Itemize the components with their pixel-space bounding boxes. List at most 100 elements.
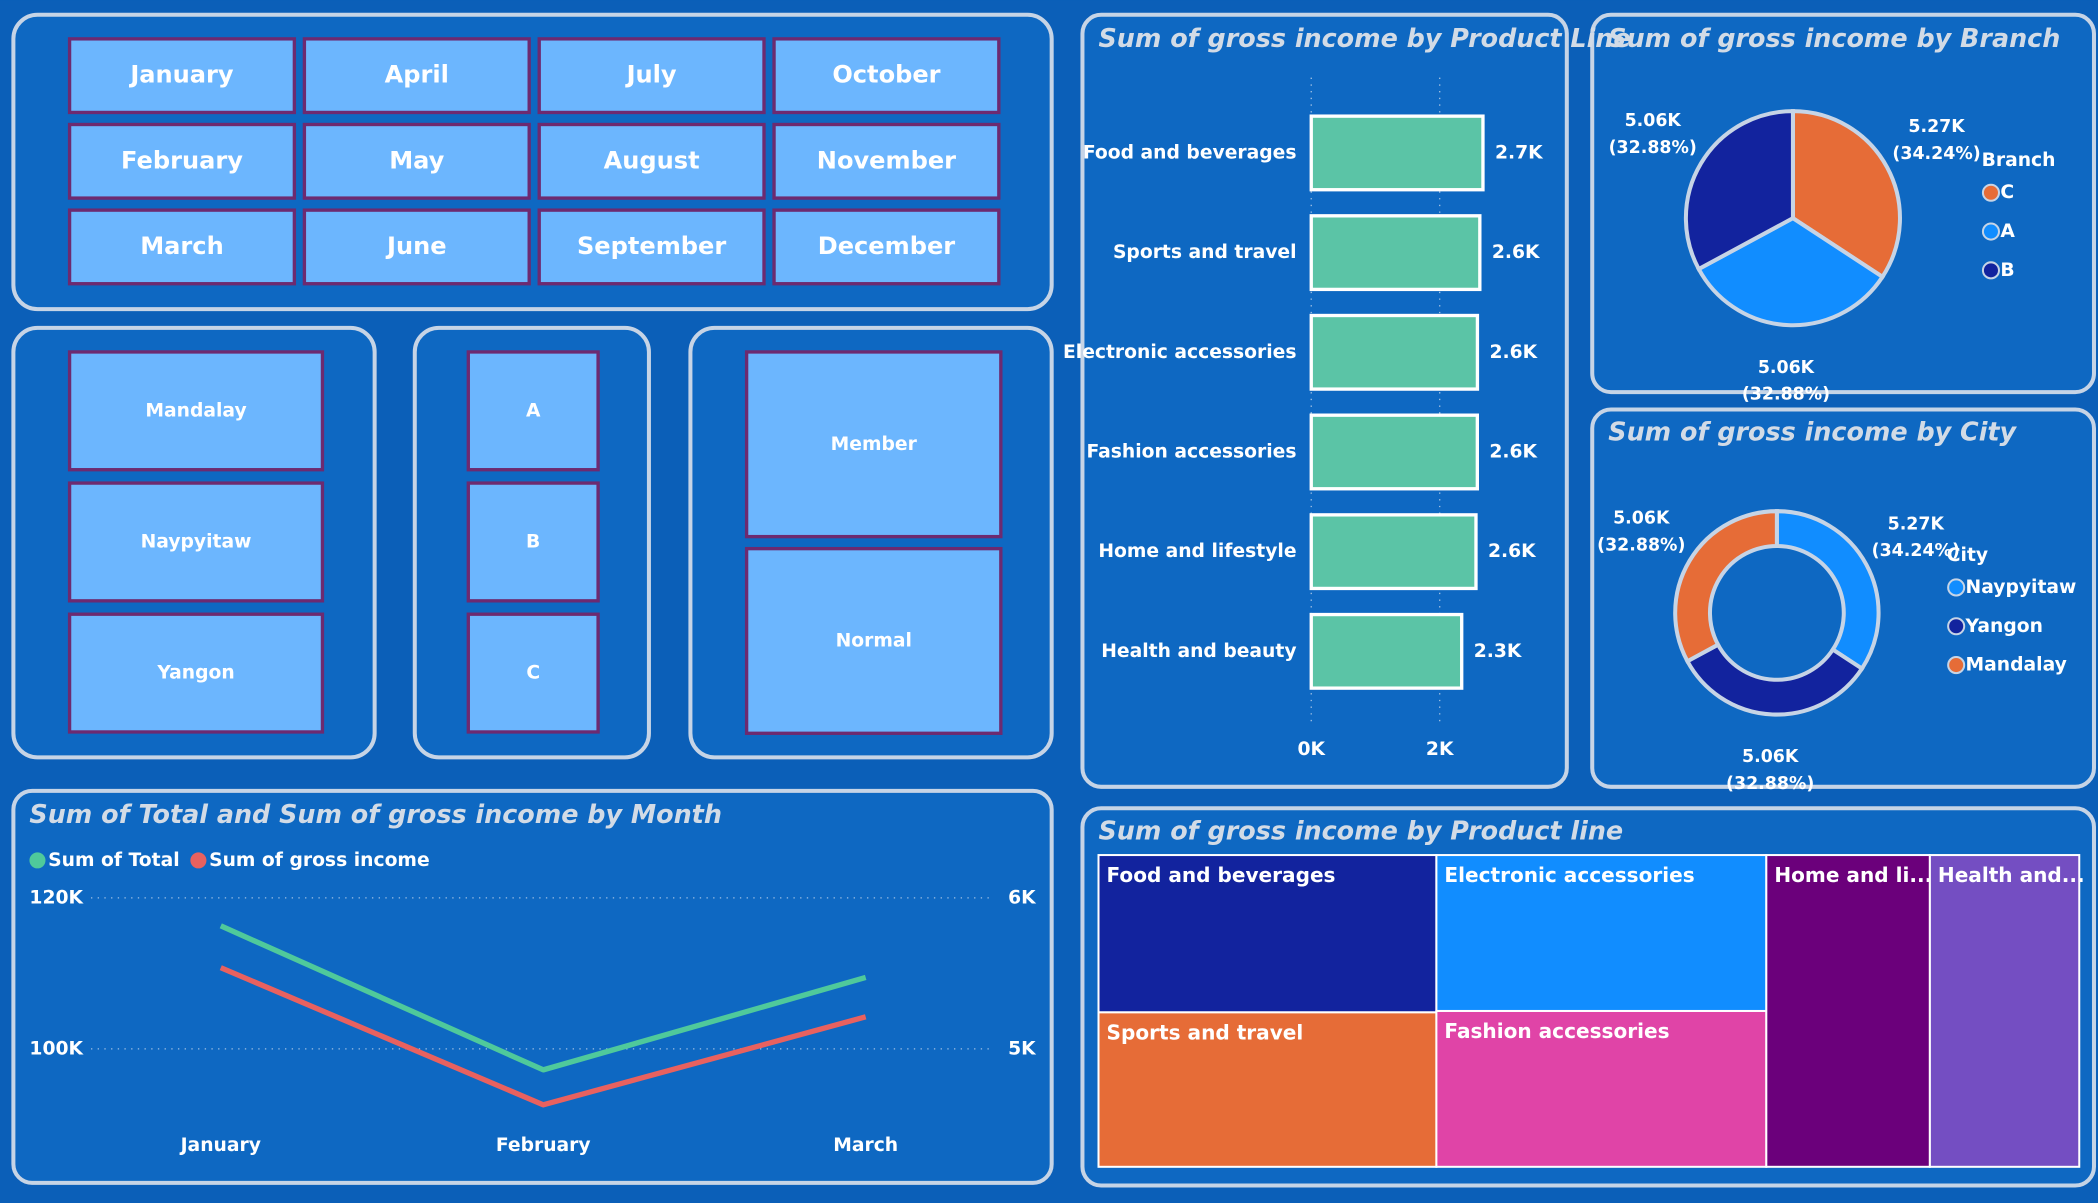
- month-button[interactable]: [772, 122, 1001, 200]
- month-label[interactable]: July: [625, 61, 677, 89]
- branch-button[interactable]: [466, 350, 600, 472]
- tile-label: Home and li...: [1774, 863, 1932, 887]
- bar: [1309, 612, 1464, 690]
- legend-marker: [1947, 578, 1966, 597]
- month-label[interactable]: October: [832, 61, 940, 89]
- branch-label[interactable]: C: [526, 663, 540, 684]
- month-label[interactable]: November: [817, 146, 956, 174]
- treemap-tile: [1765, 854, 1931, 1168]
- month-button[interactable]: [537, 122, 766, 200]
- city-button[interactable]: [67, 612, 325, 734]
- y-tick-label: 120K: [29, 887, 84, 908]
- tile-label: Health and...: [1938, 863, 2085, 887]
- month-button[interactable]: [302, 208, 531, 286]
- city-button[interactable]: [67, 350, 325, 472]
- category-label: Health and beauty: [1101, 641, 1296, 662]
- bar: [1309, 413, 1480, 491]
- tile-label: Fashion accessories: [1444, 1019, 1669, 1043]
- x-tick-label: March: [833, 1135, 898, 1156]
- chart-title: Sum of gross income by Product Line: [1099, 23, 1631, 53]
- x-tick-label: 0K: [1297, 739, 1326, 760]
- pie-slice: [1683, 109, 1795, 272]
- treemap-tile: [1435, 854, 1768, 1012]
- chart-title: Sum of Total and Sum of gross income by …: [29, 799, 722, 829]
- month-button[interactable]: [302, 122, 531, 200]
- month-label[interactable]: March: [140, 232, 224, 260]
- legend-marker: [1981, 261, 2000, 280]
- month-button[interactable]: [537, 37, 766, 115]
- city-label[interactable]: Yangon: [156, 663, 234, 684]
- branch-button[interactable]: [466, 481, 600, 603]
- customer-type-button[interactable]: [744, 546, 1003, 735]
- month-label[interactable]: April: [385, 61, 449, 89]
- legend-label: Naypyitaw: [1966, 577, 2077, 598]
- value-label: 5.06K: [1742, 747, 1799, 767]
- legend-label: Mandalay: [1966, 655, 2067, 676]
- branch-label[interactable]: A: [526, 400, 541, 421]
- month-label[interactable]: December: [818, 232, 956, 260]
- legend-marker: [190, 852, 207, 869]
- month-button[interactable]: [772, 37, 1001, 115]
- city-label[interactable]: Mandalay: [145, 400, 246, 421]
- customer-type-label[interactable]: Normal: [836, 630, 912, 651]
- value-label: 5.06K: [1613, 509, 1670, 529]
- legend-label: Yangon: [1965, 616, 2043, 637]
- value-label: 2.3K: [1474, 641, 1523, 662]
- value-label: 2.6K: [1492, 242, 1541, 263]
- value-label: 5.27K: [1908, 117, 1965, 137]
- branch-button[interactable]: [466, 612, 600, 734]
- value-label: 5.06K: [1758, 358, 1815, 378]
- customer-type-label[interactable]: Member: [831, 434, 918, 455]
- y2-tick-label: 6K: [1008, 887, 1037, 908]
- chart-title: Sum of gross income by Product line: [1099, 815, 1624, 845]
- month-label[interactable]: February: [121, 146, 243, 174]
- legend-label: B: [2000, 260, 2014, 281]
- x-tick-label: February: [496, 1135, 591, 1156]
- legend-marker: [1947, 656, 1966, 675]
- branch-label[interactable]: B: [526, 531, 540, 552]
- bar: [1309, 313, 1480, 391]
- city-label[interactable]: Naypyitaw: [141, 531, 252, 552]
- chart-title: Sum of gross income by Branch: [1608, 23, 2060, 53]
- tile-label: Food and beverages: [1107, 863, 1336, 887]
- value-label: 5.27K: [1888, 514, 1945, 534]
- category-label: Home and lifestyle: [1098, 541, 1296, 562]
- percent-label: (32.88%): [1609, 138, 1697, 158]
- customer-type-button[interactable]: [744, 350, 1003, 539]
- legend-title: City: [1947, 545, 1988, 566]
- category-label: Sports and travel: [1113, 242, 1297, 263]
- legend-label: Sum of gross income: [209, 850, 430, 871]
- line-series: [219, 923, 867, 1073]
- legend-marker: [1981, 222, 2000, 241]
- month-button[interactable]: [537, 208, 766, 286]
- city-button[interactable]: [67, 481, 325, 603]
- percent-label: (34.24%): [1872, 541, 1960, 561]
- month-button[interactable]: [772, 208, 1001, 286]
- treemap-tile: [1097, 1011, 1438, 1168]
- month-label[interactable]: August: [604, 146, 700, 174]
- percent-label: (34.24%): [1892, 144, 1980, 164]
- legend-label: Sum of Total: [48, 850, 180, 871]
- bar: [1309, 114, 1485, 192]
- month-label[interactable]: June: [385, 232, 447, 260]
- legend-title: Branch: [1982, 150, 2056, 171]
- treemap-tile: [1435, 1009, 1768, 1168]
- legend-label: C: [2000, 182, 2014, 203]
- percent-label: (32.88%): [1742, 385, 1830, 405]
- month-label[interactable]: January: [128, 61, 234, 89]
- month-label[interactable]: May: [389, 146, 444, 174]
- category-label: Electronic accessories: [1063, 342, 1297, 363]
- value-label: 2.7K: [1495, 142, 1544, 163]
- month-button[interactable]: [302, 37, 531, 115]
- tile-label: Electronic accessories: [1444, 863, 1694, 887]
- value-label: 5.06K: [1625, 111, 1682, 131]
- month-button[interactable]: [67, 122, 297, 200]
- month-button[interactable]: [67, 208, 297, 286]
- value-label: 2.6K: [1488, 541, 1537, 562]
- month-label[interactable]: September: [577, 232, 726, 260]
- category-label: Food and beverages: [1083, 142, 1297, 163]
- legend-marker: [1947, 617, 1966, 636]
- month-button[interactable]: [67, 37, 297, 115]
- x-tick-label: January: [179, 1135, 261, 1156]
